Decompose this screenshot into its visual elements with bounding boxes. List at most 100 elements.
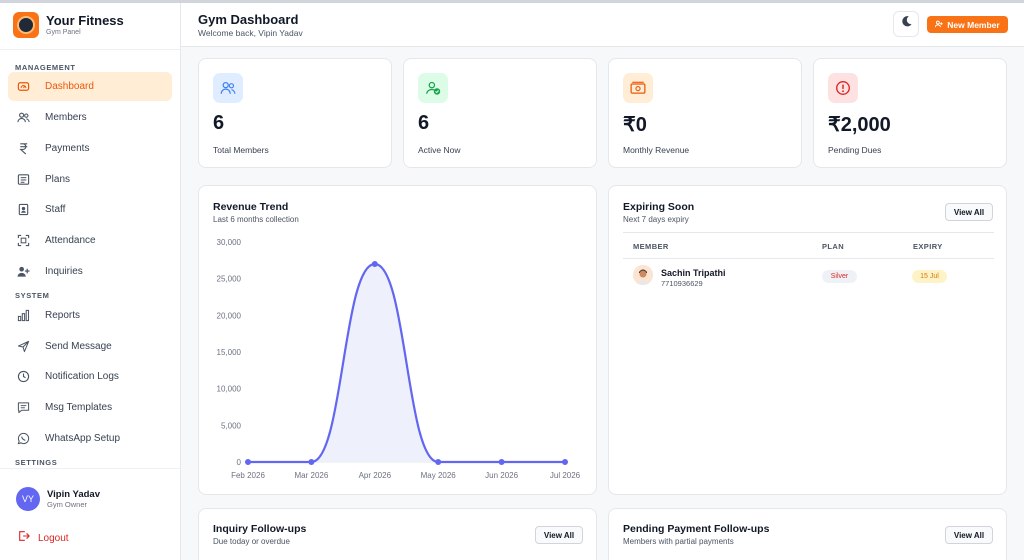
new-member-button[interactable]: New Member: [927, 16, 1008, 33]
data-point: [498, 459, 505, 465]
y-tick-label: 5,000: [221, 421, 242, 430]
brand-subtitle: Gym Panel: [46, 29, 81, 36]
divider: [0, 49, 180, 50]
card-title: Pending Payment Follow-ups: [623, 523, 770, 535]
sidebar-item-label: Attendance: [45, 235, 96, 246]
sidebar-item-label: Inquiries: [45, 266, 83, 277]
stat-value: ₹0: [623, 114, 647, 136]
logout-label: Logout: [38, 532, 69, 544]
moon-icon: [900, 15, 913, 33]
divider: [623, 232, 994, 233]
member-name: Sachin Tripathi: [661, 268, 726, 278]
brand[interactable]: Your Fitness Gym Panel: [13, 12, 124, 38]
sidebar-item-payments[interactable]: Payments: [8, 134, 172, 163]
y-tick-label: 15,000: [217, 348, 242, 357]
x-tick-label: May 2026: [421, 471, 457, 480]
card-subtitle: Next 7 days expiry: [623, 215, 689, 224]
sidebar-item-inquiries[interactable]: Inquiries: [8, 257, 172, 286]
sidebar-item-reports[interactable]: Reports: [8, 301, 172, 330]
sidebar-item-label: WhatsApp Setup: [45, 433, 121, 444]
avatar: [633, 265, 653, 285]
section-label-system: SYSTEM: [15, 291, 50, 300]
sidebar: Your Fitness Gym Panel MANAGEMENT Dashbo…: [0, 3, 181, 560]
sidebar-item-msg-templates[interactable]: Msg Templates: [8, 393, 172, 422]
view-all-button[interactable]: View All: [535, 526, 583, 544]
divider: [0, 468, 180, 469]
users-icon: [213, 73, 243, 103]
whatsapp-icon: [16, 432, 30, 446]
plan-badge: Silver: [822, 270, 857, 283]
list-icon: [16, 173, 30, 187]
user-profile[interactable]: VY Vipin Yadav Gym Owner: [16, 487, 100, 511]
stat-card-pending-dues: ₹2,000 Pending Dues: [813, 58, 1007, 168]
message-icon: [16, 401, 30, 415]
send-icon: [16, 340, 30, 354]
sidebar-item-label: Payments: [45, 143, 90, 154]
data-point: [245, 459, 251, 465]
sidebar-item-dashboard[interactable]: Dashboard: [8, 72, 172, 101]
stat-value: 6: [418, 112, 430, 134]
expiring-soon-card: Expiring Soon Next 7 days expiry View Al…: [608, 185, 1007, 495]
x-tick-label: Jul 2026: [550, 471, 581, 480]
column-header-plan: PLAN: [822, 242, 845, 251]
bar-chart-icon: [16, 309, 30, 323]
card-title: Inquiry Follow-ups: [213, 523, 307, 535]
users-icon: [16, 111, 30, 125]
clock-icon: [16, 370, 30, 384]
sidebar-item-label: Dashboard: [45, 81, 94, 92]
sidebar-item-notification-logs[interactable]: Notification Logs: [8, 362, 172, 391]
member-phone: 7710936629: [661, 279, 703, 288]
data-point: [371, 261, 378, 267]
x-tick-label: Mar 2026: [295, 471, 329, 480]
user-role: Gym Owner: [47, 500, 88, 509]
pending-payment-followups-card: Pending Payment Follow-ups Members with …: [608, 508, 1007, 560]
stat-card-monthly-revenue: ₹0 Monthly Revenue: [608, 58, 802, 168]
sidebar-item-send-message[interactable]: Send Message: [8, 332, 172, 361]
stat-label: Monthly Revenue: [623, 145, 690, 155]
logout-icon: [18, 529, 30, 547]
section-label-management: MANAGEMENT: [15, 63, 76, 72]
window-top-border: [0, 0, 1024, 3]
x-tick-label: Feb 2026: [231, 471, 265, 480]
sidebar-item-members[interactable]: Members: [8, 103, 172, 132]
expiry-badge: 15 Jul: [912, 270, 947, 283]
revenue-trend-card: Revenue Trend Last 6 months collection 3…: [198, 185, 597, 495]
user-check-icon: [418, 73, 448, 103]
sidebar-item-plans[interactable]: Plans: [8, 165, 172, 194]
rupee-icon: [16, 142, 30, 156]
sidebar-item-label: Members: [45, 112, 87, 123]
card-title: Revenue Trend: [213, 201, 289, 213]
y-tick-label: 10,000: [217, 385, 242, 394]
view-all-button[interactable]: View All: [945, 203, 993, 221]
sidebar-item-label: Notification Logs: [45, 371, 119, 382]
y-tick-label: 25,000: [217, 275, 242, 284]
stat-label: Pending Dues: [828, 145, 882, 155]
card-subtitle: Last 6 months collection: [213, 215, 299, 224]
sidebar-item-label: Msg Templates: [45, 402, 113, 413]
sidebar-item-attendance[interactable]: Attendance: [8, 226, 172, 255]
sidebar-item-label: Reports: [45, 310, 81, 321]
theme-toggle-button[interactable]: [893, 11, 919, 37]
stat-value: 6: [213, 112, 225, 134]
stat-label: Active Now: [418, 145, 461, 155]
user-plus-icon: [935, 20, 943, 30]
page-title: Gym Dashboard: [198, 12, 299, 27]
stat-card-total-members: 6 Total Members: [198, 58, 392, 168]
stat-label: Total Members: [213, 145, 269, 155]
sidebar-item-label: Plans: [45, 174, 71, 185]
stat-value: ₹2,000: [828, 114, 891, 136]
section-label-settings: SETTINGS: [15, 458, 58, 467]
brand-name: Your Fitness: [46, 13, 124, 28]
sidebar-item-whatsapp-setup[interactable]: WhatsApp Setup: [8, 424, 172, 453]
stat-card-active-now: 6 Active Now: [403, 58, 597, 168]
avatar: VY: [16, 487, 40, 511]
y-tick-label: 30,000: [217, 238, 242, 247]
revenue-chart: 30,000 25,000 20,000 15,000 10,000 5,000 0 Feb …: [217, 238, 581, 480]
logout-button[interactable]: Logout: [18, 529, 69, 547]
x-tick-label: Apr 2026: [359, 471, 392, 480]
dashboard-icon: [16, 80, 30, 94]
view-all-button[interactable]: View All: [945, 526, 993, 544]
sidebar-item-staff[interactable]: Staff: [8, 195, 172, 224]
data-point: [562, 459, 568, 465]
sidebar-item-label: Send Message: [45, 341, 112, 352]
